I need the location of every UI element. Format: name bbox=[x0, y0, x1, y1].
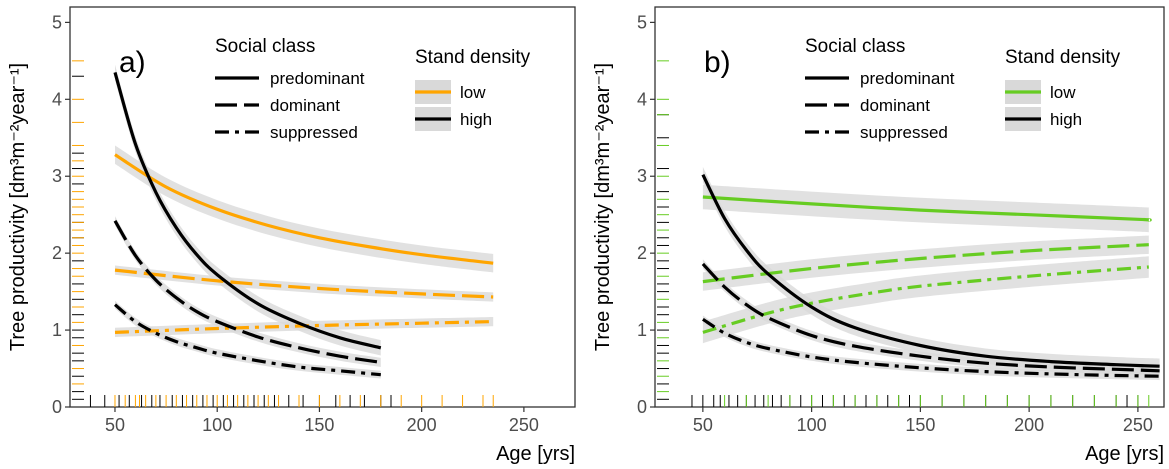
x-tick-label: 50 bbox=[693, 415, 713, 435]
legend-label-dominant: dominant bbox=[270, 96, 340, 115]
x-tick-label: 150 bbox=[304, 415, 334, 435]
legend-social-class-title: Social class bbox=[805, 36, 905, 57]
x-tick-label: 250 bbox=[509, 415, 539, 435]
legend-label-predominant: predominant bbox=[270, 69, 365, 88]
legend-label-low: low bbox=[460, 83, 486, 102]
y-tick-label: 1 bbox=[637, 320, 647, 340]
ci-band-high-suppressed bbox=[702, 315, 1160, 381]
series-line-high-dominant bbox=[113, 219, 382, 364]
y-axis-title: Tree productivity [dm³m⁻²year⁻¹] bbox=[7, 63, 29, 351]
legend-stand-density-title: Stand density bbox=[1005, 47, 1121, 68]
x-axis-title: Age [yrs] bbox=[1085, 443, 1164, 465]
series-line-high-dominant bbox=[701, 262, 1160, 373]
x-axis-title: Age [yrs] bbox=[496, 443, 575, 465]
ci-band-low-predominant bbox=[702, 184, 1151, 233]
y-tick-label: 1 bbox=[52, 320, 62, 340]
legend-label-suppressed: suppressed bbox=[860, 123, 948, 142]
series-line-low-predominant bbox=[702, 195, 1152, 222]
ci-band-low-dominant bbox=[115, 265, 494, 302]
series-line-low-predominant bbox=[114, 153, 494, 265]
series-line-low-dominant bbox=[114, 268, 494, 299]
x-tick-label: 100 bbox=[797, 415, 827, 435]
panel-a: 0 1 2 3 4 5 50 100 150 200 250 a) Social class predom… bbox=[7, 6, 576, 465]
x-tick-label: 200 bbox=[407, 415, 437, 435]
y-tick-label: 2 bbox=[637, 243, 647, 263]
plot-frame bbox=[69, 6, 576, 408]
plot-area bbox=[72, 60, 494, 407]
legend-label-suppressed: suppressed bbox=[270, 123, 358, 142]
series-line-high-predominant bbox=[701, 173, 1160, 368]
x-tick-label: 250 bbox=[1123, 415, 1153, 435]
x-tick-label: 50 bbox=[105, 415, 125, 435]
ci-band-low-suppressed bbox=[702, 256, 1149, 344]
y-tick-label: 2 bbox=[52, 243, 62, 263]
series-line-low-suppressed bbox=[702, 265, 1149, 334]
y-axis-title: Tree productivity [dm³m⁻²year⁻¹] bbox=[592, 63, 614, 351]
panel-label: a) bbox=[119, 46, 146, 79]
legend-stand-density-title: Stand density bbox=[415, 47, 531, 68]
x-tick-label: 100 bbox=[202, 415, 232, 435]
y-tick-label: 0 bbox=[637, 397, 647, 417]
series-line-low-suppressed bbox=[114, 320, 494, 334]
y-tick-label: 5 bbox=[52, 12, 62, 32]
series-line-high-predominant bbox=[113, 71, 382, 350]
panel-label: b) bbox=[704, 46, 731, 79]
legend-label-high: high bbox=[1050, 110, 1082, 129]
legend-label-predominant: predominant bbox=[860, 69, 955, 88]
y-tick-label: 3 bbox=[52, 166, 62, 186]
legend-label-low: low bbox=[1050, 83, 1076, 102]
legend-label-dominant: dominant bbox=[860, 96, 930, 115]
panel-b: 0 1 2 3 4 5 50 100 150 200 250 b) Social class predom… bbox=[592, 6, 1165, 465]
y-tick-label: 3 bbox=[637, 166, 647, 186]
y-tick-label: 4 bbox=[52, 89, 62, 109]
y-tick-label: 0 bbox=[52, 397, 62, 417]
ci-band-low-predominant bbox=[115, 145, 494, 273]
y-tick-label: 4 bbox=[637, 89, 647, 109]
x-tick-label: 150 bbox=[905, 415, 935, 435]
ci-band-high-predominant bbox=[115, 64, 381, 356]
x-tick-label: 200 bbox=[1014, 415, 1044, 435]
legend-social-class-title: Social class bbox=[215, 36, 315, 57]
series-line-low-dominant bbox=[702, 243, 1149, 284]
legend-label-high: high bbox=[460, 110, 492, 129]
series-line-high-suppressed bbox=[113, 303, 381, 377]
plot-area bbox=[657, 60, 1160, 407]
y-tick-label: 5 bbox=[637, 12, 647, 32]
